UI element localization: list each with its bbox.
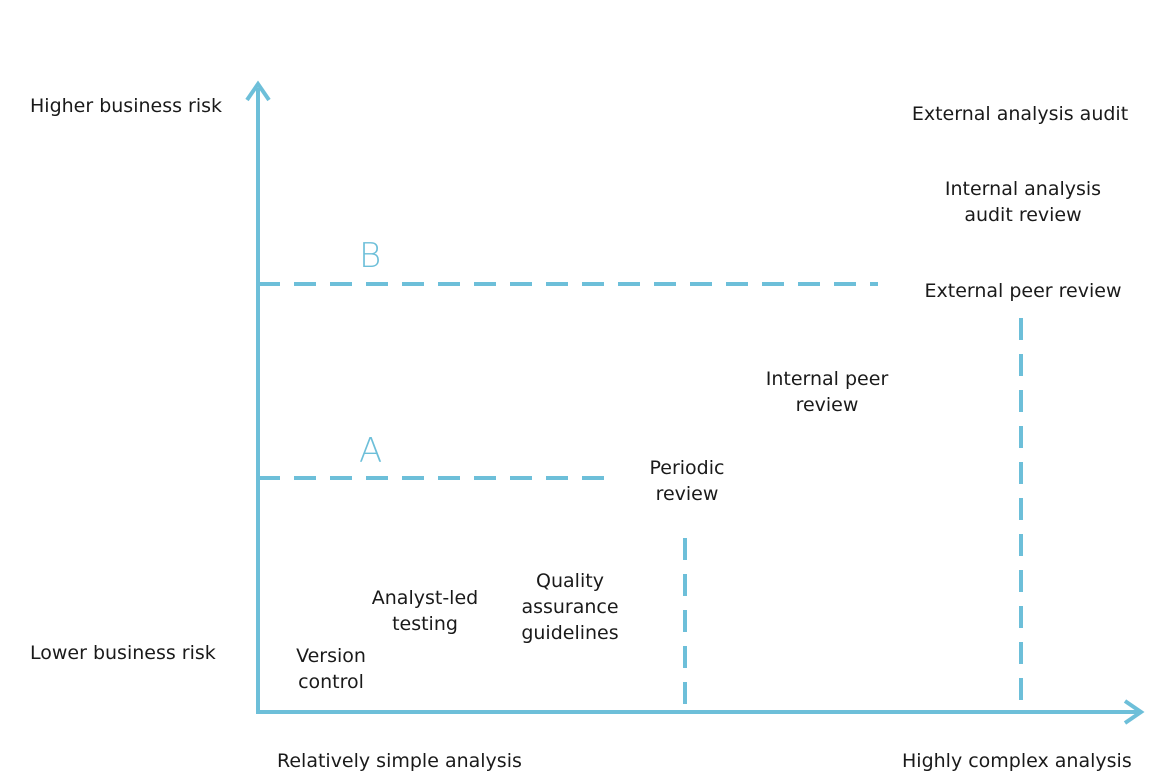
activity-line: control xyxy=(298,671,364,693)
activity-line: External peer review xyxy=(924,280,1122,302)
activity-line: assurance xyxy=(521,596,619,618)
threshold-a-label: A xyxy=(359,431,383,471)
x-axis-arrowhead xyxy=(1123,699,1145,725)
activity-line: review xyxy=(795,394,859,416)
y-axis-arrowhead xyxy=(245,80,271,102)
activity-version-control: Version control xyxy=(290,643,372,695)
y-axis-bottom-label: Lower business risk xyxy=(30,642,216,664)
activity-line: Analyst-led xyxy=(371,587,479,609)
x-axis-left-label: Relatively simple analysis xyxy=(277,750,522,772)
activity-quality-assurance-guidelines: Quality assurance guidelines xyxy=(510,568,630,646)
activity-line: Internal analysis xyxy=(944,178,1102,200)
activity-line: guidelines xyxy=(521,622,619,644)
threshold-b-label: B xyxy=(359,236,382,276)
y-axis-top-label: Higher business risk xyxy=(30,95,223,117)
x-axis-right-label: Highly complex analysis xyxy=(902,750,1132,772)
activity-line: audit review xyxy=(964,204,1082,226)
activity-line: Periodic xyxy=(649,457,725,479)
activity-line: review xyxy=(655,483,719,505)
activity-line: Version xyxy=(296,645,366,667)
activity-line: Quality xyxy=(536,570,604,592)
activity-external-analysis-audit: External analysis audit xyxy=(910,101,1130,127)
activity-analyst-led-testing: Analyst-led testing xyxy=(365,585,485,637)
activity-external-peer-review: External peer review xyxy=(918,278,1128,304)
activity-line: External analysis audit xyxy=(911,103,1129,125)
activity-internal-analysis-audit-review: Internal analysis audit review xyxy=(930,176,1116,228)
activity-line: testing xyxy=(392,613,458,635)
activity-periodic-review: Periodic review xyxy=(632,455,742,507)
activity-internal-peer-review: Internal peer review xyxy=(757,366,897,418)
activity-line: Internal peer xyxy=(765,368,889,390)
